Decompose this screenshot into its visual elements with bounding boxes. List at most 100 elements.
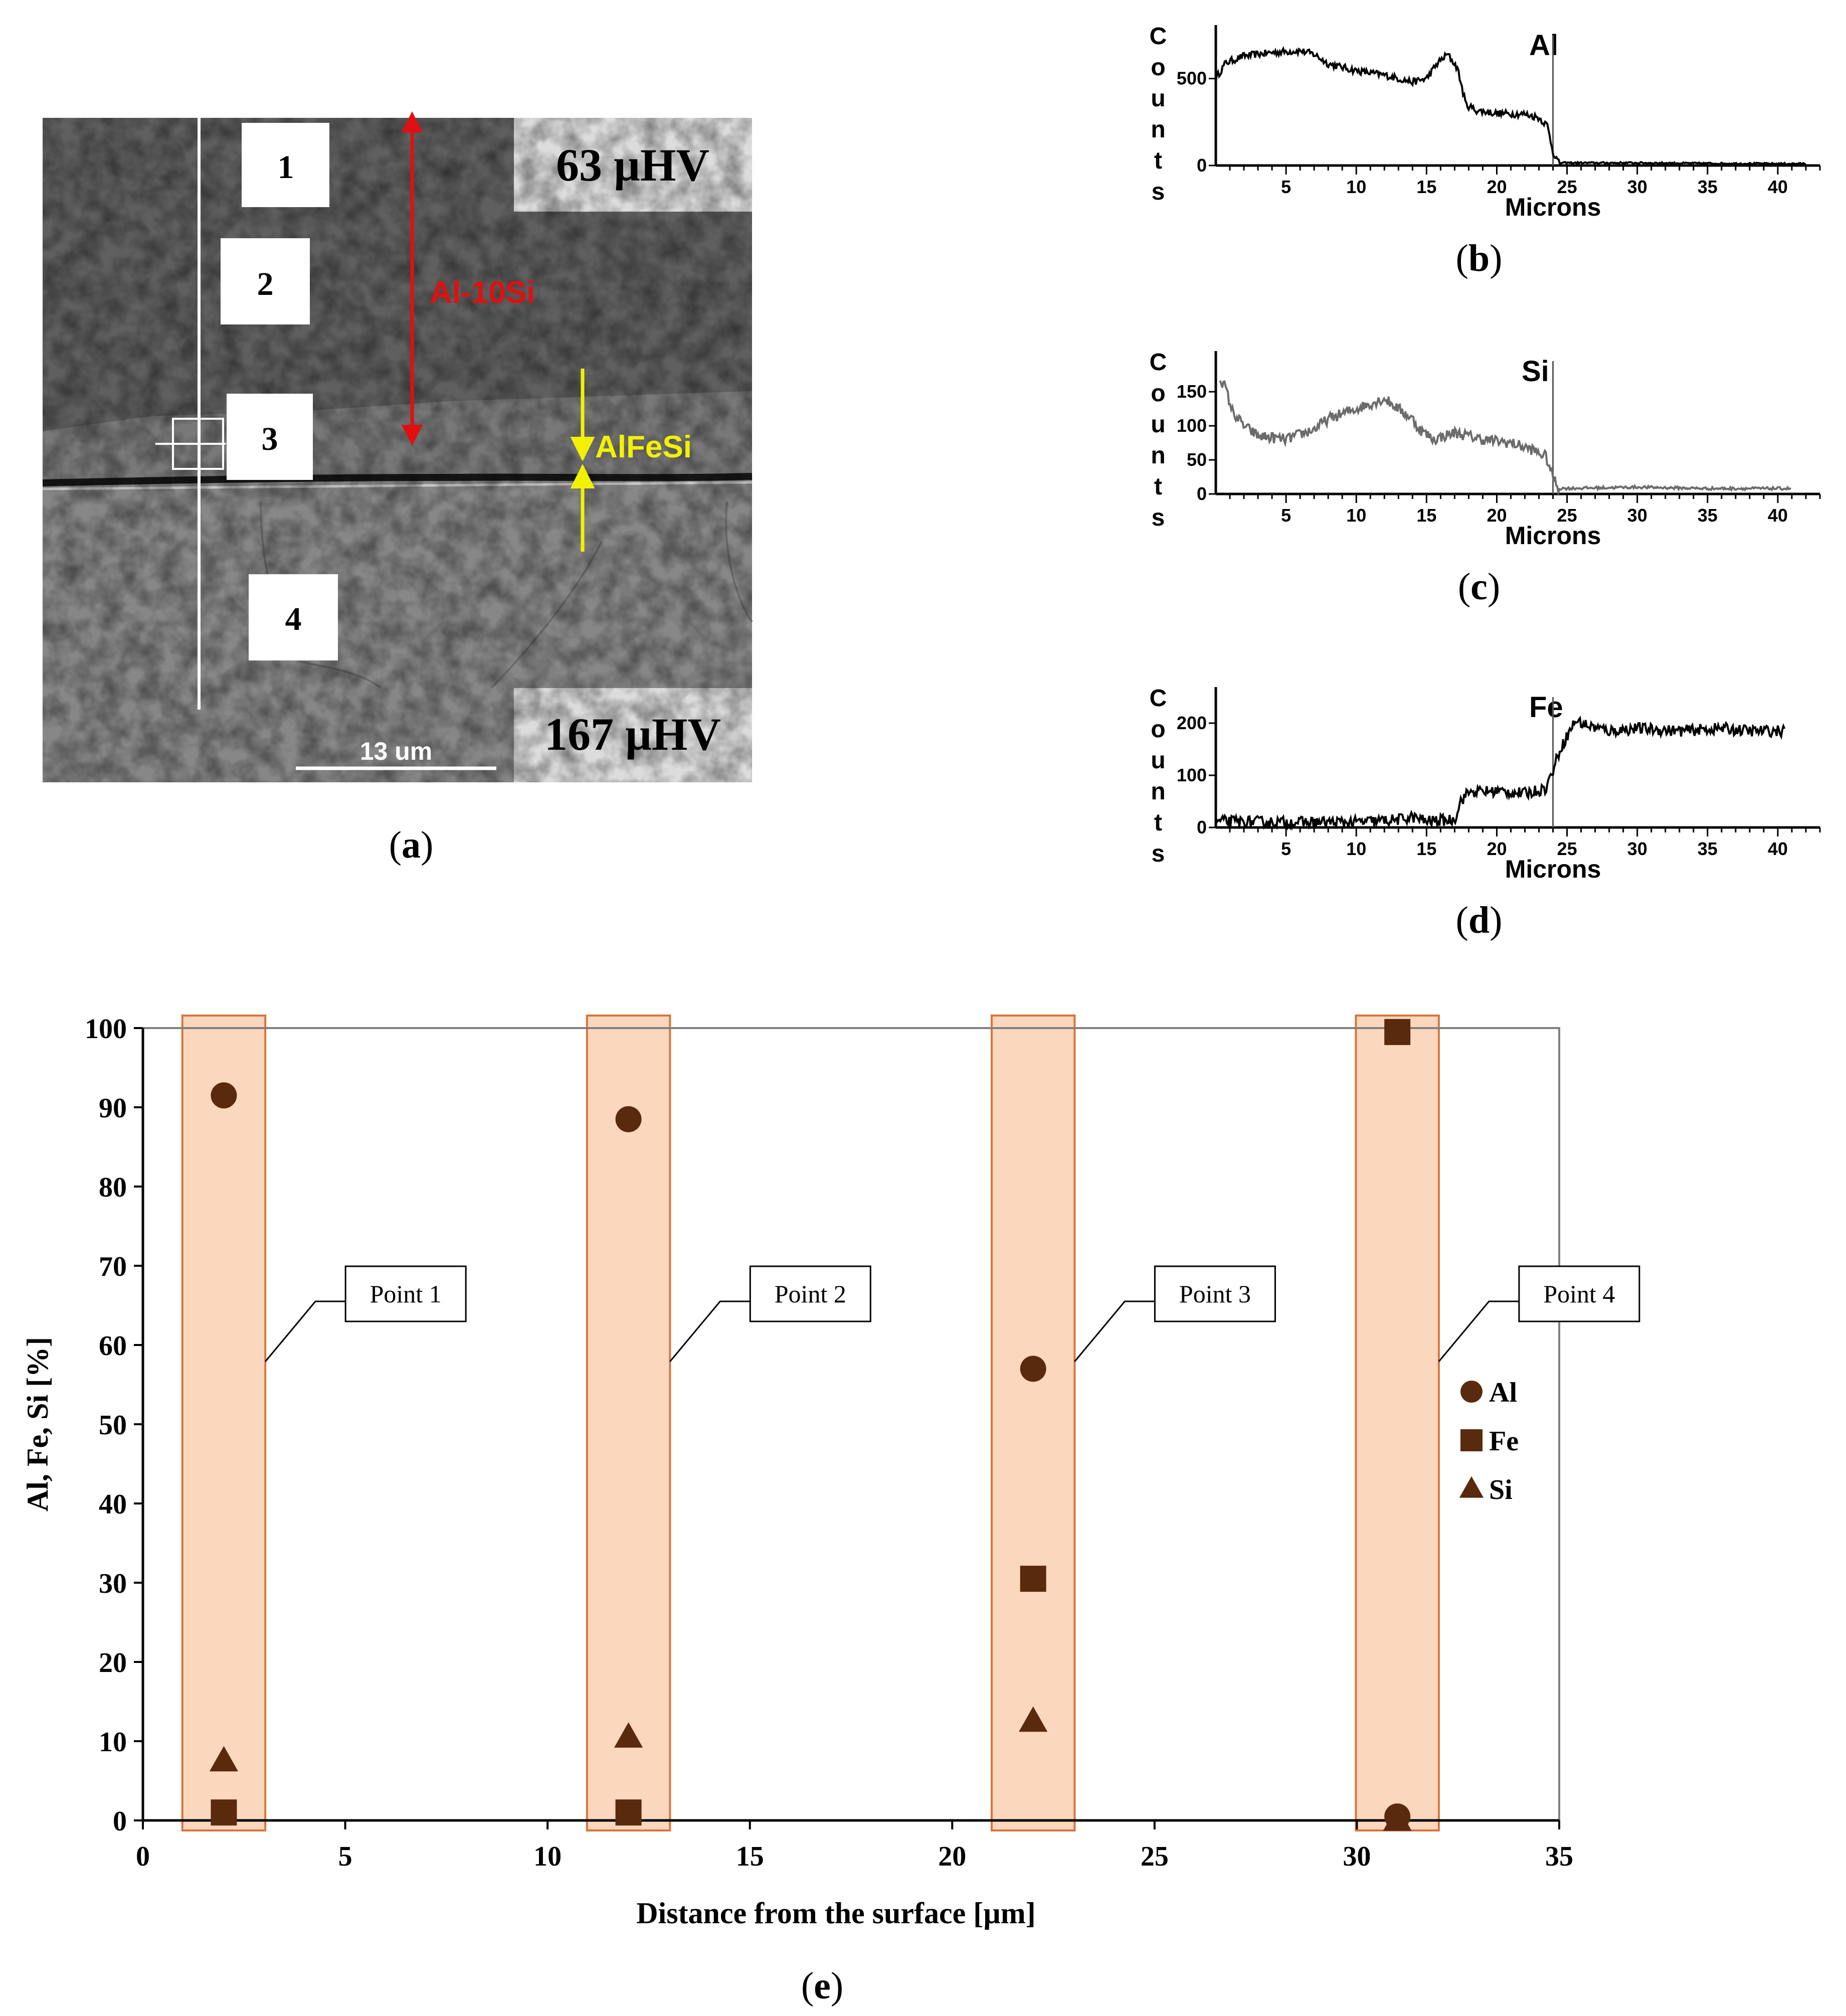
x-tick-label: 5 [1281,838,1291,859]
marker-box-2 [221,238,310,324]
profile-series-Fe [1215,715,1786,831]
y-axis-label-letter: n [1151,778,1165,805]
y-tick-label: 10 [99,1727,127,1758]
y-tick-label: 100 [1177,415,1207,436]
y-tick-label: 150 [1177,381,1207,402]
point-si-2 [614,1722,643,1748]
x-tick-label: 35 [1545,1841,1573,1872]
y-tick-label: 0 [1197,817,1207,837]
panel-a-micrograph: 1 2 3 4 63 µHV 167 µHV Al-10Si AlFeSi 13… [42,111,753,866]
x-tick-label: 5 [338,1841,352,1872]
x-tick-label: 40 [1768,177,1788,197]
x-tick-label: 15 [1416,177,1436,197]
y-axis-label-letter: u [1151,411,1165,438]
y-axis-label-letter: s [1152,179,1165,205]
x-tick-label: 10 [1346,505,1366,526]
y-tick-label: 100 [1177,765,1207,785]
y-axis-label-letter: o [1151,716,1165,743]
y-tick-label: 30 [99,1568,127,1599]
caption-c: (c) [1458,566,1500,608]
marker-box-1 [242,123,329,207]
y-tick-label: 50 [99,1410,127,1441]
x-tick-label: 15 [1416,505,1436,526]
legend-marker-si [1459,1476,1484,1498]
callout-leader [1074,1300,1155,1362]
x-tick-label: 30 [1627,505,1647,526]
x-tick-label: 15 [736,1841,764,1872]
marker-box-4 [249,574,338,660]
x-axis-label: Distance from the surface [µm] [636,1897,1036,1930]
element-label-Al: Al [1529,29,1558,62]
x-tick-label: 0 [136,1841,150,1872]
x-axis-label: Microns [1505,193,1601,221]
y-tick-label: 100 [85,1014,127,1045]
hardness-bottom-label: 167 µHV [544,709,721,760]
y-tick-label: 0 [1197,155,1207,176]
x-tick-label: 10 [533,1841,562,1872]
x-tick-label: 20 [1487,505,1507,526]
y-axis-label-letter: C [1150,685,1167,712]
y-tick-label: 80 [99,1172,127,1203]
hardness-top-label: 63 µHV [556,139,709,191]
x-tick-label: 15 [1416,838,1436,859]
callout-label-1: Point 1 [370,1280,442,1308]
y-axis-label-letter: t [1154,473,1162,500]
y-axis-label: Al, Fe, Si [%] [21,1337,54,1511]
callout-box-3 [1154,1265,1276,1322]
x-tick-label: 40 [1768,505,1788,526]
callout-box-2 [749,1265,871,1322]
x-tick-label: 40 [1768,838,1788,859]
y-axis-label-letter: C [1150,349,1167,376]
y-axis-label-letter: s [1152,505,1165,531]
point-fe-1 [211,1799,237,1826]
x-tick-label: 30 [1627,838,1647,859]
marker-label-4: 4 [285,601,302,637]
highlight-band-2 [586,1015,671,1831]
point-si-1 [209,1746,239,1772]
caption-e: (e) [801,1965,843,2007]
y-tick-label: 0 [1197,483,1207,504]
y-axis-label-letter: o [1151,54,1165,81]
y-tick-label: 500 [1177,68,1207,89]
callout-leader [265,1300,346,1362]
al10si-label: Al-10Si [430,275,535,310]
x-tick-label: 5 [1281,177,1291,197]
crosshair [155,418,226,470]
x-tick-label: 25 [1557,505,1577,526]
y-tick-label: 200 [1177,713,1207,733]
y-axis-label-letter: o [1151,380,1165,407]
x-tick-label: 5 [1281,505,1291,526]
highlight-band-4 [1355,1015,1440,1831]
profile-series-Al [1215,46,1806,166]
caption-b: (b) [1456,237,1503,279]
y-axis-label-letter: t [1154,809,1162,836]
callout-leader [669,1300,751,1362]
x-tick-label: 10 [1346,838,1366,859]
marker-label-2: 2 [257,266,274,302]
scale-bar-label: 13 um [360,737,433,765]
element-label-Si: Si [1522,355,1549,388]
callout-leader [1438,1300,1519,1362]
y-tick-label: 70 [99,1251,127,1282]
callout-box-4 [1518,1265,1640,1322]
callout-label-3: Point 3 [1179,1280,1251,1308]
plot-frame [142,1027,1560,1821]
alfesi-label: AlFeSi [595,430,692,464]
point-si-4 [1383,1805,1412,1831]
callout-box-1 [344,1265,467,1322]
x-tick-label: 20 [1487,838,1507,859]
point-fe-4 [1384,1019,1411,1045]
x-tick-label: 20 [1487,177,1507,197]
y-axis-label-letter: u [1151,747,1165,774]
caption-d: (d) [1456,899,1503,941]
x-tick-label: 30 [1627,177,1647,197]
point-si-3 [1019,1706,1048,1732]
point-al-1 [211,1082,237,1109]
y-tick-label: 60 [99,1330,127,1362]
x-tick-label: 25 [1557,838,1577,859]
y-axis-label-letter: s [1152,841,1165,867]
callout-label-2: Point 2 [775,1280,846,1308]
x-tick-label: 10 [1346,177,1366,197]
